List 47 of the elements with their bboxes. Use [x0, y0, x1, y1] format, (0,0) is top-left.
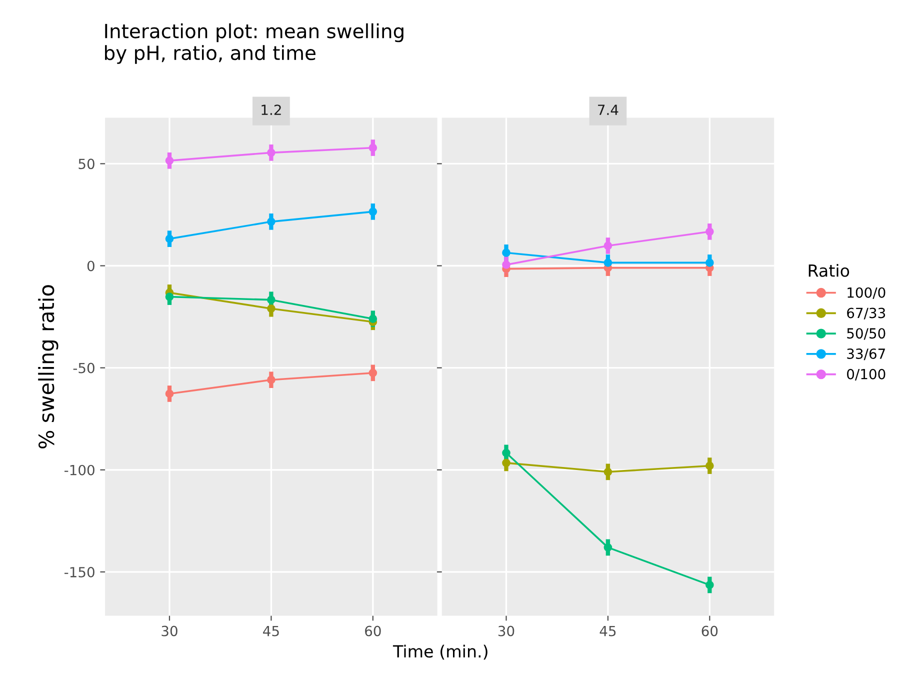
x-tick-label: 45: [600, 626, 616, 636]
point: [604, 242, 612, 250]
point: [705, 258, 714, 267]
point: [604, 468, 612, 476]
point: [502, 448, 510, 458]
x-tick-label: 30: [162, 626, 178, 636]
point: [267, 296, 276, 304]
point: [165, 234, 174, 243]
point: [705, 228, 714, 236]
point: [502, 248, 510, 257]
y-tick-label: 50: [78, 158, 94, 170]
point: [267, 148, 276, 157]
point: [368, 314, 378, 323]
legend-label: 0/100: [847, 368, 886, 380]
point: [267, 304, 276, 313]
point: [165, 292, 174, 301]
point: [165, 390, 174, 398]
chart-subtitle: 1.2: [262, 104, 281, 115]
point: [502, 458, 510, 468]
legend-title: Ratio: [808, 264, 850, 277]
chart-title: Interaction plot: mean swelling by pH, ratio, and time: [105, 23, 404, 64]
y-tick-label: -100: [64, 464, 94, 476]
point: [267, 376, 276, 384]
y-tick-label: -150: [64, 566, 94, 578]
point: [368, 207, 378, 216]
point: [165, 156, 174, 165]
x-tick-label: 60: [365, 626, 381, 636]
legend-label: 50/50: [847, 328, 886, 340]
y-axis-title: % swelling ratio: [38, 285, 58, 448]
y-tick-label: -50: [73, 362, 94, 374]
point: [267, 218, 276, 226]
point: [368, 368, 378, 378]
point: [604, 258, 612, 267]
x-tick-label: 60: [702, 626, 718, 636]
x-tick-label: 30: [498, 626, 514, 636]
x-axis-title: Time (min.): [392, 644, 488, 660]
x-tick-label: 45: [263, 626, 279, 636]
chart-subtitle: 7.4: [598, 104, 618, 115]
point: [705, 462, 714, 470]
y-tick-label: 0: [87, 260, 94, 272]
point: [502, 260, 510, 269]
legend-label: 33/67: [847, 348, 885, 360]
legend-label: 67/33: [847, 308, 886, 320]
point: [604, 543, 612, 552]
legend-label: 100/0: [848, 287, 886, 299]
point: [705, 580, 714, 590]
point: [368, 144, 378, 152]
